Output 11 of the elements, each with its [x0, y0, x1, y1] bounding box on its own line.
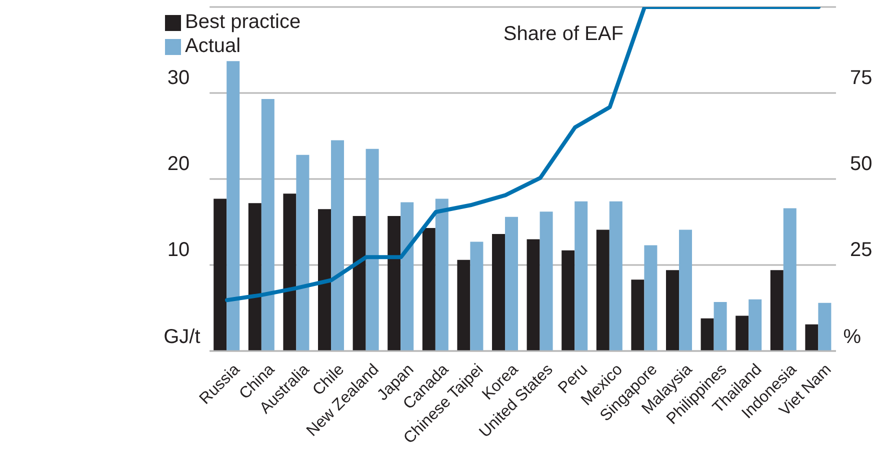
y-tick-label: 30 [167, 67, 190, 89]
y-tick-label: 10 [167, 239, 190, 261]
y-axis-title: GJ/t [164, 326, 201, 348]
y2-axis-title: % [843, 326, 862, 348]
y-tick-label: 20 [167, 153, 190, 175]
y2-tick-label: 50 [850, 153, 872, 175]
series-label: Share of EAF [503, 23, 624, 45]
legend-label: Actual [185, 35, 241, 57]
y2-tick-label: 75 [850, 67, 872, 89]
y2-tick-label: 25 [850, 239, 872, 261]
legend-label: Best practice [185, 11, 301, 33]
